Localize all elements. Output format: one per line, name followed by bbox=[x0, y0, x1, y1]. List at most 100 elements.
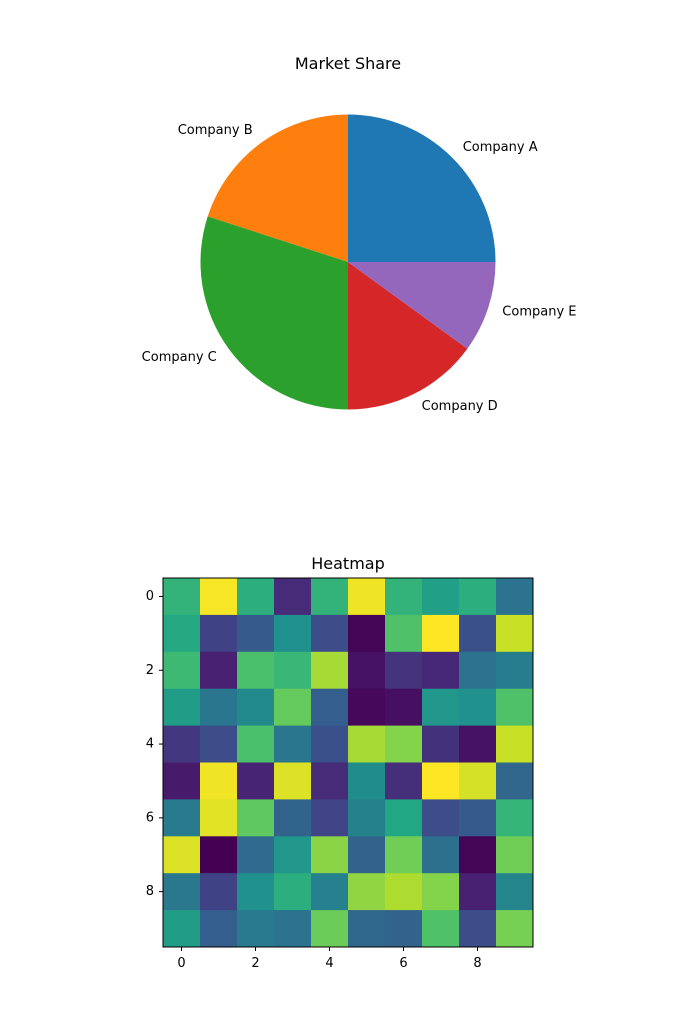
heatmap-cell-r2-c1 bbox=[200, 651, 238, 690]
heatmap-cell-r9-c5 bbox=[348, 910, 386, 948]
heatmap-cell-r9-c8 bbox=[459, 910, 497, 948]
heatmap-cell-r4-c4 bbox=[311, 725, 349, 763]
heatmap-cell-r1-c6 bbox=[385, 614, 423, 653]
heatmap-cell-r0-c3 bbox=[274, 578, 312, 616]
heatmap-cells bbox=[163, 578, 534, 948]
heatmap-cell-r7-c0 bbox=[163, 836, 201, 874]
pie-slice-1 bbox=[348, 114, 496, 262]
heatmap-cell-r7-c6 bbox=[385, 836, 423, 874]
heatmap-cell-r5-c0 bbox=[163, 762, 201, 800]
heatmap-cell-r4-c9 bbox=[496, 725, 534, 763]
heatmap-cell-r6-c2 bbox=[237, 799, 275, 837]
heatmap-chart: Heatmap 0 2 4 6 8 0 2 4 6 8 bbox=[146, 554, 534, 971]
y-tick-label-8: 8 bbox=[146, 884, 154, 899]
heatmap-cell-r6-c1 bbox=[200, 799, 238, 837]
heatmap-cell-r8-c0 bbox=[163, 873, 201, 911]
heatmap-cell-r1-c1 bbox=[200, 614, 238, 653]
heatmap-cell-r4-c6 bbox=[385, 725, 423, 763]
pie-labels: Company A Company B Company C Company D Comp… bbox=[142, 123, 577, 414]
heatmap-cell-r8-c9 bbox=[496, 873, 534, 911]
y-tick-label-6: 6 bbox=[146, 810, 154, 825]
heatmap-cell-r4-c7 bbox=[422, 725, 460, 763]
heatmap-cell-r0-c8 bbox=[459, 578, 497, 616]
heatmap-cell-r7-c9 bbox=[496, 836, 534, 874]
y-tick-label-2: 2 bbox=[146, 663, 154, 678]
heatmap-cell-r7-c3 bbox=[274, 836, 312, 874]
pie-slice-2 bbox=[207, 114, 348, 262]
heatmap-cell-r3-c9 bbox=[496, 688, 534, 726]
x-tick-label-6: 6 bbox=[399, 956, 407, 971]
heatmap-cell-r2-c2 bbox=[237, 651, 275, 690]
heatmap-cell-r3-c3 bbox=[274, 688, 312, 726]
heatmap-cell-r9-c2 bbox=[237, 910, 275, 948]
pie-label-4: Company D bbox=[422, 399, 498, 414]
heatmap-cell-r9-c6 bbox=[385, 910, 423, 948]
heatmap-cell-r3-c6 bbox=[385, 688, 423, 726]
heatmap-cell-r3-c8 bbox=[459, 688, 497, 726]
heatmap-cell-r7-c7 bbox=[422, 836, 460, 874]
heatmap-cell-r4-c1 bbox=[200, 725, 238, 763]
heatmap-cell-r7-c8 bbox=[459, 836, 497, 874]
heatmap-cell-r6-c9 bbox=[496, 799, 534, 837]
heatmap-cell-r1-c8 bbox=[459, 614, 497, 653]
heatmap-cell-r0-c2 bbox=[237, 578, 275, 616]
heatmap-cell-r1-c2 bbox=[237, 614, 275, 653]
heatmap-cell-r0-c5 bbox=[348, 578, 386, 616]
heatmap-cell-r9-c7 bbox=[422, 910, 460, 948]
heatmap-cell-r0-c7 bbox=[422, 578, 460, 616]
heatmap-cell-r8-c6 bbox=[385, 873, 423, 911]
heatmap-cell-r9-c9 bbox=[496, 910, 534, 948]
heatmap-cell-r3-c0 bbox=[163, 688, 201, 726]
heatmap-cell-r6-c6 bbox=[385, 799, 423, 837]
heatmap-cell-r1-c5 bbox=[348, 614, 386, 653]
heatmap-cell-r3-c4 bbox=[311, 688, 349, 726]
heatmap-cell-r6-c3 bbox=[274, 799, 312, 837]
heatmap-cell-r2-c5 bbox=[348, 651, 386, 690]
pie-chart: Market Share Company A Company B Company C… bbox=[142, 54, 577, 414]
heatmap-y-axis: 0 2 4 6 8 bbox=[146, 589, 163, 899]
heatmap-cell-r1-c4 bbox=[311, 614, 349, 653]
heatmap-cell-r6-c7 bbox=[422, 799, 460, 837]
heatmap-cell-r8-c8 bbox=[459, 873, 497, 911]
heatmap-cell-r8-c3 bbox=[274, 873, 312, 911]
heatmap-cell-r2-c6 bbox=[385, 651, 423, 690]
heatmap-cell-r1-c9 bbox=[496, 614, 534, 653]
heatmap-cell-r7-c5 bbox=[348, 836, 386, 874]
heatmap-cell-r4-c2 bbox=[237, 725, 275, 763]
heatmap-cell-r5-c6 bbox=[385, 762, 423, 800]
heatmap-cell-r4-c8 bbox=[459, 725, 497, 763]
heatmap-cell-r4-c3 bbox=[274, 725, 312, 763]
pie-label-3: Company C bbox=[142, 350, 217, 365]
heatmap-cell-r3-c1 bbox=[200, 688, 238, 726]
x-tick-label-4: 4 bbox=[325, 956, 333, 971]
heatmap-cell-r8-c5 bbox=[348, 873, 386, 911]
heatmap-cell-r5-c8 bbox=[459, 762, 497, 800]
heatmap-cell-r5-c3 bbox=[274, 762, 312, 800]
heatmap-cell-r3-c2 bbox=[237, 688, 275, 726]
heatmap-cell-r6-c0 bbox=[163, 799, 201, 837]
x-tick-label-8: 8 bbox=[473, 956, 481, 971]
heatmap-cell-r5-c4 bbox=[311, 762, 349, 800]
heatmap-cell-r6-c4 bbox=[311, 799, 349, 837]
pie-slice-4 bbox=[348, 262, 468, 410]
x-tick-label-0: 0 bbox=[177, 956, 185, 971]
heatmap-cell-r9-c3 bbox=[274, 910, 312, 948]
heatmap-cell-r8-c4 bbox=[311, 873, 349, 911]
heatmap-cell-r6-c5 bbox=[348, 799, 386, 837]
heatmap-cell-r2-c3 bbox=[274, 651, 312, 690]
heatmap-cell-r3-c5 bbox=[348, 688, 386, 726]
heatmap-cell-r4-c5 bbox=[348, 725, 386, 763]
pie-title: Market Share bbox=[295, 54, 401, 73]
heatmap-cell-r1-c0 bbox=[163, 614, 201, 653]
heatmap-cell-r1-c7 bbox=[422, 614, 460, 653]
heatmap-cell-r0-c9 bbox=[496, 578, 534, 616]
heatmap-cell-r2-c9 bbox=[496, 651, 534, 690]
heatmap-cell-r2-c0 bbox=[163, 651, 201, 690]
heatmap-cell-r0-c0 bbox=[163, 578, 201, 616]
heatmap-cell-r4-c0 bbox=[163, 725, 201, 763]
heatmap-cell-r9-c0 bbox=[163, 910, 201, 948]
heatmap-cell-r5-c9 bbox=[496, 762, 534, 800]
x-tick-label-2: 2 bbox=[251, 956, 259, 971]
